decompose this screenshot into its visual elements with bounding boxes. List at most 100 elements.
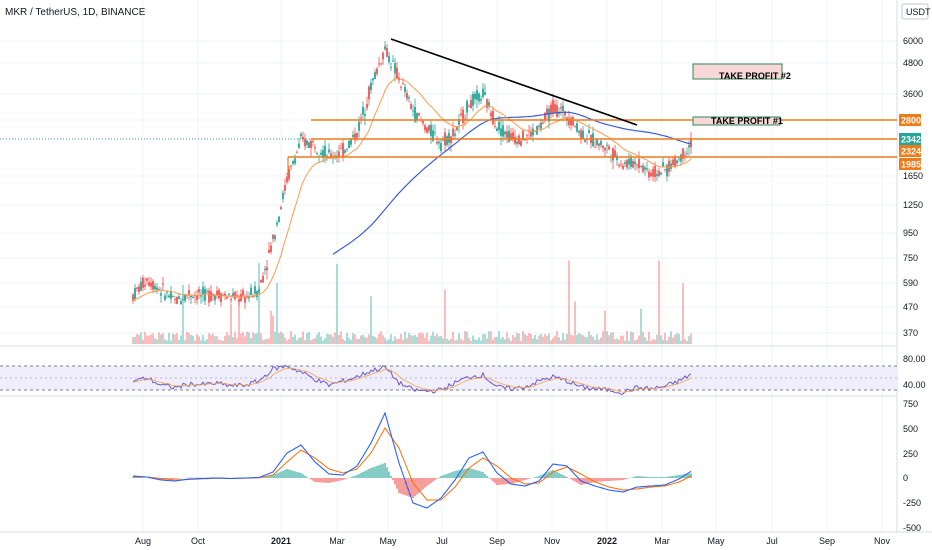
candle-body (330, 153, 332, 158)
volume-bar (272, 315, 274, 344)
candle-body (228, 293, 230, 295)
volume-bar (252, 332, 254, 344)
volume-bar (654, 339, 656, 344)
macd-histogram-bar (512, 478, 514, 484)
candle-body (134, 287, 136, 299)
candle-body (596, 138, 598, 145)
candle-body (676, 160, 678, 164)
macd-histogram-bar (276, 473, 278, 478)
candle-body (686, 153, 688, 154)
macd-histogram-bar (528, 478, 530, 479)
volume-bar (210, 335, 212, 344)
price-tag-2800-label: 2800 (901, 116, 921, 126)
macd-histogram-bar (478, 470, 480, 478)
macd-histogram-bar (394, 478, 396, 485)
macd-histogram-bar (358, 474, 360, 478)
macd-histogram-bar (626, 478, 628, 479)
candle-body (220, 293, 222, 303)
macd-histogram-bar (494, 478, 496, 484)
volume-bar (302, 331, 304, 344)
volume-bar (146, 335, 148, 344)
volume-bar (318, 331, 320, 344)
candle-body (208, 290, 210, 303)
candle-body (346, 149, 348, 151)
volume-bar (660, 335, 662, 344)
time-axis[interactable]: Aug Oct 2021 Mar May Jul Sep Nov 2022 Mar May Jul Se… (135, 536, 891, 546)
candle-body (204, 289, 206, 301)
volume-bar (378, 334, 380, 344)
macd-histogram-bar (354, 475, 356, 478)
macd-histogram-bar (312, 478, 314, 481)
macd-histogram-bar (540, 475, 542, 478)
macd-histogram-bar (298, 472, 300, 478)
trendline[interactable] (390, 38, 638, 126)
candle-body (294, 158, 296, 164)
volume-bar (290, 331, 292, 344)
candle-body (254, 286, 256, 294)
take-profit-1-zone[interactable] (692, 116, 781, 126)
volume-bar (434, 336, 436, 344)
macd-histogram-bar (370, 468, 372, 478)
volume-bar (176, 333, 178, 344)
macd-histogram-bar (450, 472, 452, 478)
macd-histogram-bar (498, 478, 500, 485)
macd-histogram-bar (636, 476, 638, 478)
macd-histogram-bar (134, 477, 136, 478)
rsi-tick-label: 40.00 (903, 380, 926, 390)
volume-bar (266, 338, 268, 344)
candle-body (680, 154, 682, 162)
take-profit-2-zone[interactable] (692, 63, 783, 80)
volume-bar (400, 333, 402, 344)
macd-histogram-bar (322, 478, 324, 483)
symbol-title[interactable]: MKR / TetherUS, 1D, BINANCE (5, 7, 146, 18)
candle-body (282, 192, 284, 200)
volume-bar (638, 335, 640, 344)
volume-bar (316, 334, 318, 344)
volume-bar (328, 334, 330, 344)
macd-histogram-bar (526, 478, 528, 480)
volume-bar (460, 338, 462, 344)
volume-bar (248, 332, 250, 344)
volume-bar (154, 338, 156, 344)
macd-histogram-bar (344, 478, 346, 480)
volume-bar (174, 334, 176, 344)
volume-bar (404, 331, 406, 344)
candle-body (644, 167, 646, 170)
volume-bar (558, 337, 560, 344)
volume-bar (606, 331, 608, 344)
candle-body (242, 290, 244, 296)
volume-bars (132, 260, 692, 344)
candle-body (630, 156, 632, 167)
volume-bar (496, 336, 498, 344)
candle-body (196, 295, 198, 300)
volume-bar (564, 339, 566, 344)
candle-body (526, 135, 528, 137)
volume-bar (342, 339, 344, 344)
candle-body (214, 295, 216, 301)
volume-bar (562, 333, 564, 344)
macd-histogram-bar (378, 465, 380, 478)
macd-histogram-bar (274, 474, 276, 478)
macd-histogram-bar (578, 478, 580, 484)
volume-bar (166, 340, 168, 344)
macd-tick-label: 500 (903, 424, 918, 434)
macd-histogram-bar (338, 478, 340, 481)
candle-body (556, 104, 558, 117)
macd-tick-label: 0 (903, 473, 908, 483)
macd-histogram-bar (634, 476, 636, 478)
candle-body (538, 125, 540, 127)
macd-histogram-bar (558, 473, 560, 478)
volume-bar (308, 332, 310, 344)
candle-body (246, 295, 248, 297)
quote-badge[interactable] (901, 3, 929, 20)
volume-bar (216, 336, 218, 344)
macd-histogram-bar (656, 477, 658, 478)
candle-body (542, 122, 544, 124)
volume-bar (156, 339, 158, 344)
volume-bar (670, 331, 672, 344)
volume-bar (346, 332, 348, 344)
candle-body (656, 174, 658, 176)
price-axis[interactable]: 6000 4800 3600 1650 1250 950 750 590 470 370 80.00… (903, 36, 926, 533)
macd-histogram-bar (564, 476, 566, 478)
